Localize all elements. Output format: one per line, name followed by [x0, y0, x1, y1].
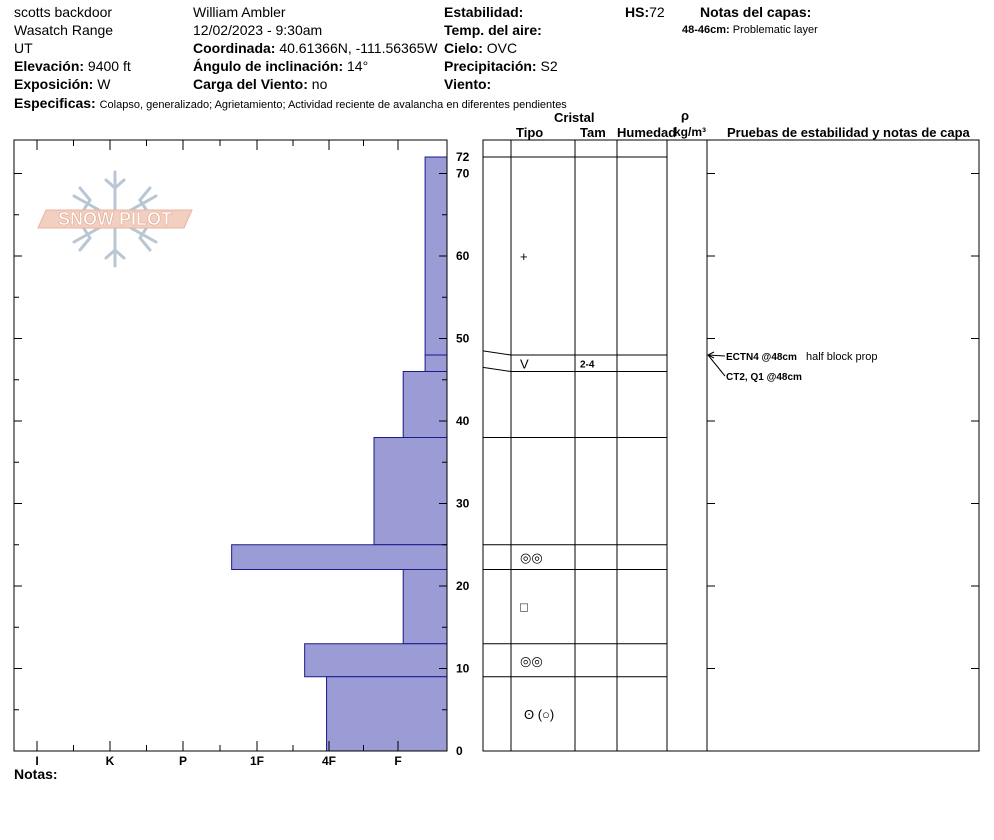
test-label-ectn: ECTN4 @48cm — [726, 352, 797, 363]
hardness-bar-4 — [231, 544, 448, 570]
col-rho: ρ — [681, 108, 690, 123]
sky-row: Cielo: OVC — [444, 40, 517, 56]
depth-labels: 0 10 20 30 40 50 60 70 72 — [456, 150, 470, 758]
hardness-bar-6 — [304, 643, 448, 678]
exposure-value: W — [97, 76, 111, 92]
exposure-label: Exposición: — [14, 76, 94, 92]
grain-symbol-4: ◎◎ — [520, 550, 543, 565]
hs-row: HS:72 — [625, 4, 665, 20]
hardness-label-4F: 4F — [322, 754, 336, 768]
grain-size-1: 2-4 — [580, 359, 595, 370]
wind-label: Viento: — [444, 76, 492, 92]
wind-load-value: no — [311, 76, 328, 92]
test-column-ticks — [707, 173, 979, 669]
observer: William Ambler — [193, 4, 286, 20]
coordinate-row: Coordinada: 40.61366N, -111.56365W — [193, 40, 438, 56]
layer-table-frame — [482, 139, 980, 752]
hardness-label-F: F — [394, 754, 401, 768]
hs-label: HS: — [625, 4, 650, 20]
hardness-labels: I K P 1F 4F F — [35, 754, 401, 768]
grain-symbol-5: □ — [520, 600, 528, 615]
depth-label-72: 72 — [456, 150, 470, 164]
depth-label-70: 70 — [456, 167, 470, 181]
connector-line-2 — [482, 366, 512, 372]
test-label-ct: CT2, Q1 @48cm — [726, 372, 802, 383]
hs-value: 72 — [649, 4, 665, 20]
precip-value: S2 — [540, 58, 558, 74]
slope-value: 14° — [347, 58, 369, 74]
logo-text: SNOW PILOT — [58, 209, 172, 229]
layer-note-text: Problematic layer — [732, 24, 818, 36]
hardness-bar-7 — [326, 676, 448, 752]
hardness-ticks — [36, 140, 399, 751]
exposure-row: Exposición: W — [14, 76, 110, 92]
slope-label: Ángulo de inclinación: — [193, 58, 344, 74]
elevation-value: 9400 ft — [87, 58, 131, 74]
precip-row: Precipitación: S2 — [444, 58, 558, 74]
hardness-bar-1 — [424, 354, 448, 372]
sky-value: OVC — [486, 40, 518, 56]
grain-symbol-6: ◎◎ — [520, 653, 543, 668]
test-note-ectn: half block prop — [806, 351, 878, 363]
slope-row: Ángulo de inclinación: 14° — [193, 58, 368, 74]
col-crystal: Cristal — [554, 110, 595, 125]
stability-label: Estabilidad: — [444, 4, 524, 20]
layer-note-depth: 48-46cm: — [682, 24, 730, 36]
connector-line-1 — [482, 350, 512, 356]
col-size: Tam — [580, 125, 606, 140]
location-name: scotts backdoor — [14, 4, 113, 20]
stability-tests: ECTN4 @48cm half block prop CT2, Q1 @48c… — [706, 351, 878, 383]
hardness-bar-2 — [402, 371, 448, 438]
hardness-bars — [231, 156, 448, 752]
hardness-frame — [13, 139, 448, 752]
air-temp-label: Temp. del aire: — [444, 22, 542, 38]
grain-symbol-0: + — [520, 249, 528, 264]
coordinate-value: 40.61366N, -111.56365W — [279, 40, 438, 56]
specifics-label: Especificas: — [14, 95, 96, 111]
hardness-bar-5 — [402, 569, 448, 645]
coordinate-label: Coordinada: — [193, 40, 276, 56]
layer-notes-label: Notas del capas: — [700, 4, 812, 20]
layer-boundary-lines — [482, 156, 667, 678]
table-column-lines — [510, 140, 708, 751]
specifics-row: Especificas: Colapso, generalizado; Agri… — [14, 95, 567, 112]
depth-label-20: 20 — [456, 579, 470, 593]
layer-note-row: 48-46cm: Problematic layer — [682, 24, 818, 37]
hardness-label-I: I — [35, 754, 38, 768]
grain-symbol-7: ʘ (○) — [524, 707, 554, 722]
depth-label-30: 30 — [456, 497, 470, 511]
wind-load-row: Carga del Viento: no — [193, 76, 327, 92]
depth-label-40: 40 — [456, 414, 470, 428]
hardness-bar-3 — [373, 437, 448, 546]
depth-label-50: 50 — [456, 332, 470, 346]
col-density: kg/m³ — [674, 125, 707, 139]
depth-label-60: 60 — [456, 249, 470, 263]
col-tests: Pruebas de estabilidad y notas de capa — [727, 125, 970, 140]
precip-label: Precipitación: — [444, 58, 537, 74]
notes-label: Notas: — [14, 766, 58, 782]
datetime: 12/02/2023 - 9:30am — [193, 22, 323, 38]
elevation-row: Elevación: 9400 ft — [14, 58, 131, 74]
hardness-label-K: K — [106, 754, 115, 768]
hardness-label-P: P — [179, 754, 187, 768]
mountain-range: Wasatch Range — [14, 22, 114, 38]
grain-symbols: + V 2-4 ◎◎ □ ◎◎ ʘ (○) — [520, 249, 595, 722]
elevation-label: Elevación: — [14, 58, 85, 74]
depth-ticks — [14, 173, 447, 752]
depth-label-10: 10 — [456, 662, 470, 676]
col-humidity: Humedad — [617, 125, 677, 140]
specifics-value: Colapso, generalizado; Agrietamiento; Ac… — [99, 99, 567, 111]
col-type: Tipo — [516, 125, 544, 140]
sky-label: Cielo: — [444, 40, 483, 56]
hardness-label-1F: 1F — [250, 754, 264, 768]
wind-load-label: Carga del Viento: — [193, 76, 308, 92]
grain-symbol-1: V — [520, 356, 529, 371]
depth-label-0: 0 — [456, 744, 463, 758]
snowpilot-logo: SNOW PILOT — [37, 170, 193, 268]
state: UT — [14, 40, 33, 56]
